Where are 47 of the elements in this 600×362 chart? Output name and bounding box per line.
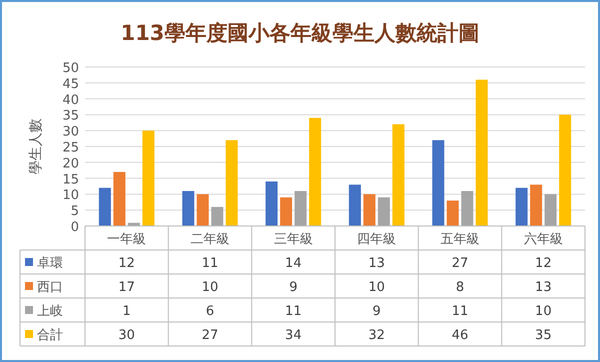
data-label: 34 <box>285 328 302 343</box>
data-label: 27 <box>202 328 218 343</box>
x-tick-label: 三年級 <box>274 232 313 247</box>
data-label: 46 <box>452 328 468 343</box>
data-label: 9 <box>372 304 381 319</box>
x-tick-label: 二年級 <box>190 232 230 247</box>
y-tick-label: 5 <box>70 204 79 220</box>
y-tick-label: 40 <box>62 92 79 108</box>
data-label: 30 <box>118 328 135 343</box>
data-label: 27 <box>452 256 468 271</box>
data-label: 12 <box>535 256 552 271</box>
legend-label: 卓環 <box>37 256 63 271</box>
x-tick-label: 六年級 <box>524 232 563 247</box>
data-label: 35 <box>535 328 552 343</box>
data-label: 11 <box>452 304 468 319</box>
y-axis-title: 學生人數 <box>28 118 44 174</box>
y-tick-label: 10 <box>62 188 79 204</box>
data-label: 13 <box>368 256 385 271</box>
data-label: 10 <box>368 280 385 295</box>
data-label: 9 <box>289 280 298 295</box>
x-tick-label: 五年級 <box>440 232 480 247</box>
legend-label: 合計 <box>37 328 63 343</box>
y-tick-label: 35 <box>62 108 79 124</box>
data-label: 12 <box>118 256 135 271</box>
data-label: 6 <box>206 304 214 319</box>
y-tick-label: 45 <box>62 76 79 92</box>
data-label: 1 <box>122 304 131 319</box>
y-tick-label: 30 <box>62 124 79 140</box>
data-label: 32 <box>368 328 385 343</box>
legend-label: 上岐 <box>37 304 63 319</box>
data-label: 17 <box>118 280 135 295</box>
y-tick-label: 50 <box>62 61 79 76</box>
x-tick-label: 一年級 <box>107 232 146 247</box>
y-tick-label: 25 <box>62 140 79 156</box>
y-tick-label: 0 <box>70 220 79 235</box>
legend-label: 西口 <box>37 280 63 295</box>
x-tick-label: 四年級 <box>357 232 396 247</box>
data-label: 10 <box>535 304 552 319</box>
data-label: 14 <box>285 256 302 271</box>
data-label: 11 <box>285 304 302 319</box>
y-tick-label: 15 <box>62 172 79 188</box>
data-label: 11 <box>202 256 218 271</box>
y-tick-label: 20 <box>62 156 79 172</box>
data-label: 13 <box>535 280 552 295</box>
data-label: 8 <box>456 280 464 295</box>
chart-title: 113學年度國小各年級學生人數統計圖 <box>120 21 480 45</box>
data-label: 10 <box>202 280 218 295</box>
